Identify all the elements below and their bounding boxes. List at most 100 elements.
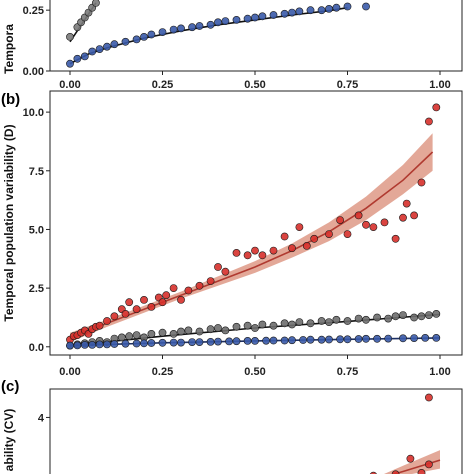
panel-b-ytick-label: 0.0: [29, 342, 44, 354]
panel-c-ylabel: ability (CV): [2, 409, 16, 472]
panel-b-series-2-point: [417, 312, 426, 321]
panel-a-xtick-label: 0.75: [337, 79, 358, 91]
panel-b-series-1-point: [295, 223, 304, 231]
panel-b-xtick-label: 0.75: [337, 366, 358, 378]
panel-a-series-2-point: [169, 25, 178, 34]
panel-a-series-2-point: [232, 15, 241, 24]
panel-b-series-3-point: [169, 338, 178, 347]
panel-b-label: (b): [1, 91, 20, 108]
panel-b-series-2-point: [158, 328, 167, 337]
panel-b-series-1-point: [169, 284, 178, 292]
panel-a-series-2-point: [251, 13, 259, 22]
panel-b-series-3-point: [325, 335, 333, 344]
panel-c-ticks: 4: [38, 412, 50, 424]
panel-b-series-3-point: [317, 335, 326, 344]
panel-b-series-3-point: [354, 335, 363, 343]
panel-b-series-2-point: [424, 311, 433, 319]
panel-b-series-3-point: [232, 337, 241, 346]
panel-b-xtick-label: 0.00: [59, 366, 80, 378]
panel-a-series-2-point: [280, 9, 289, 18]
panel-b-series-3-point: [66, 341, 74, 350]
panel-a-series-2-point: [317, 6, 326, 15]
panel-a-series-2-fit-line: [69, 6, 348, 65]
panel-b-series-2-point: [391, 312, 400, 321]
panel-b-series-2-point: [325, 318, 333, 326]
panel-b-series-1-point: [402, 199, 411, 208]
panel-b-series-2-point: [184, 326, 193, 335]
panel-b-series-2-point: [354, 314, 363, 323]
panel-b-series-3-point: [399, 334, 407, 343]
panel-b-series-1-point: [195, 281, 204, 290]
panel-a-series-2-point: [80, 52, 89, 61]
panel-b-series-2-point: [243, 321, 252, 330]
panel-a-series-2-point: [206, 20, 215, 29]
panel-b-series-2-point: [410, 313, 418, 322]
panel-b-series-1-point: [184, 286, 193, 295]
panel-b-series-1-point: [343, 230, 352, 238]
panel-a-series-2-point: [95, 45, 104, 53]
panel-b-series-1-point: [269, 246, 278, 255]
panel-b-series-3-point: [140, 339, 148, 348]
panel-b-ytick-label: 7.5: [29, 166, 44, 178]
panel-a-series-2-point: [243, 14, 252, 23]
panel-b-series-3-point: [177, 338, 185, 347]
panel-b-series-1-point: [103, 317, 111, 325]
panel-c-frame: [49, 388, 463, 474]
panel-b-series-1-point: [206, 277, 215, 285]
panel-b-series-2-point: [306, 319, 315, 328]
panel-b-series-1-point: [177, 295, 185, 304]
panel-a-series-2-point: [121, 37, 130, 46]
panel-b-series-1-point: [158, 298, 167, 307]
panel-a-series-1-point: [66, 33, 74, 41]
panel-b-series-2-point: [117, 333, 126, 342]
panel-a-series-2-point: [140, 33, 148, 41]
panel-a-xtick-label: 1.00: [429, 79, 450, 91]
panel-a-series-2-point: [158, 28, 167, 36]
panel-b-series-3-point: [373, 334, 381, 343]
panel-b-series-1-point: [232, 248, 241, 257]
panel-a-xtick-label: 0.25: [152, 79, 173, 91]
panel-a-ylabel: Tempora: [2, 24, 16, 74]
panel-c-ytick-label: 4: [38, 412, 45, 424]
panel-a-series-2-point: [332, 3, 341, 12]
panel-b-series-3-point: [269, 336, 278, 345]
panel-b-series-3-point: [421, 333, 430, 342]
panel-b-series-2-point: [147, 329, 156, 338]
panel-b-series-1-point: [243, 251, 252, 260]
panel-b-series-1-point: [302, 241, 311, 250]
panel-b-series-1-point: [399, 213, 407, 222]
panel-a-series-2-point: [73, 54, 82, 63]
panel-b-series-3-point: [121, 339, 130, 348]
panel-b-series-3-point: [73, 341, 82, 350]
panel-b-series-1-point: [417, 178, 426, 187]
panel-a-series-2-point: [147, 30, 156, 39]
panel-b-series-3-point: [158, 338, 167, 347]
panel-a-series-2-point: [195, 22, 204, 30]
panel-a-ytick-label: 0.25: [23, 5, 44, 17]
panel-c-series-1-point: [391, 470, 400, 474]
panel-b-series-3-point: [225, 337, 233, 346]
panel-b-series-1-point: [121, 309, 130, 318]
panel-b-series-3-point: [384, 334, 393, 343]
panel-b-series-2-point: [177, 327, 185, 336]
panel-b-series-3-point: [243, 336, 252, 345]
panel-b-series-3-point: [88, 340, 97, 349]
panel-b-series-2-point: [132, 331, 141, 339]
panel-c-series-1-point: [424, 393, 433, 402]
panel-a-series-2-point: [177, 24, 185, 33]
panel-a-series-2-point: [110, 40, 119, 49]
panel-c-series-1-point: [424, 460, 433, 469]
panel-b-series-1-point: [221, 267, 230, 276]
panel-b-series-2-point: [232, 322, 241, 331]
panel-b-series-3-point: [410, 334, 418, 342]
panel-b-series-2-point: [206, 325, 215, 334]
panel-b-series-3-point: [188, 338, 196, 346]
panel-a-series-2-point: [295, 7, 304, 16]
panel-b-plot-area: [66, 103, 441, 350]
panel-a-series-2-point: [66, 59, 74, 68]
panel-b-series-2-point: [295, 318, 304, 326]
panel-b-series-1-point: [310, 234, 319, 243]
panel-b-ticks: 0.0 2.5 5.0 7.5 10.0 0.00 0.25 0.50 0.75 1.00: [23, 107, 451, 378]
panel-b-series-2-point: [169, 329, 178, 338]
panel-c-series-1-point: [417, 469, 426, 474]
